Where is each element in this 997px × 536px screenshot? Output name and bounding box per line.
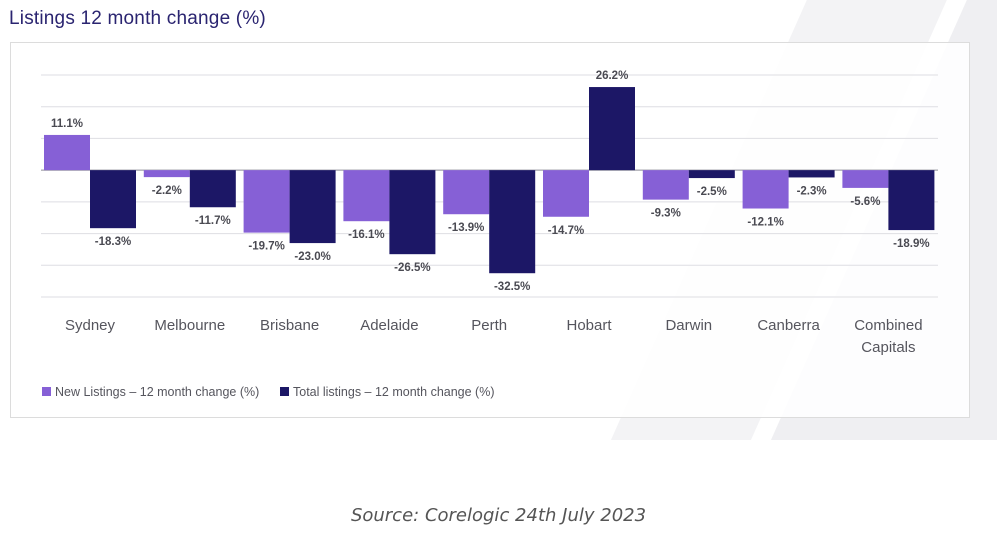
data-label: -19.7% [248, 241, 284, 253]
bar-total-listings [189, 170, 236, 208]
bar-new-listings [443, 170, 490, 215]
category-label: Melbourne [154, 317, 225, 334]
bar-total-listings [888, 170, 935, 231]
bar-total-listings [788, 170, 835, 178]
legend-label: New Listings – 12 month change (%) [55, 385, 259, 399]
category-label: Sydney [65, 317, 116, 334]
bar-new-listings [842, 170, 889, 188]
bar-new-listings [642, 170, 689, 200]
bar-new-listings [44, 134, 90, 171]
bar-total-listings [688, 170, 735, 179]
bar-chart: 11.1% -2.2% -19.7% -16.1% -13.9% -14.7% -9.3% -… [41, 70, 938, 399]
chart-title: Listings 12 month change (%) [9, 8, 266, 29]
category-label: Adelaide [360, 317, 418, 334]
category-label: Brisbane [260, 317, 319, 334]
bar-new-listings [143, 170, 190, 178]
data-label: -13.9% [448, 222, 484, 234]
data-label: -2.2% [152, 185, 182, 197]
legend-swatch [42, 387, 51, 396]
source-caption: Source: Corelogic 24th July 2023 [350, 505, 647, 526]
data-label: 11.1% [51, 118, 83, 130]
data-label: 26.2% [596, 70, 629, 82]
legend-label: Total listings – 12 month change (%) [293, 385, 495, 399]
bar-new-listings [543, 170, 589, 217]
data-label: -26.5% [394, 262, 430, 274]
bar-new-listings [343, 170, 390, 222]
data-label: -23.0% [294, 251, 330, 263]
bar-new-listings [243, 170, 290, 233]
data-label: -9.3% [651, 208, 681, 220]
category-label: Hobart [566, 317, 612, 334]
data-label: -2.5% [697, 186, 727, 198]
bar-total-listings [389, 170, 436, 255]
category-label: Combined [854, 317, 922, 334]
data-label: -18.3% [95, 236, 131, 248]
category-label: Canberra [757, 317, 820, 334]
bar-total-listings [589, 87, 635, 171]
category-label: Capitals [861, 339, 915, 356]
data-label: -14.7% [548, 225, 584, 237]
bar-new-listings [742, 170, 789, 209]
data-label: -16.1% [348, 229, 384, 241]
category-label: Perth [471, 317, 507, 334]
data-label: -18.9% [893, 238, 929, 250]
bar-total-listings [289, 170, 336, 244]
data-label: -32.5% [494, 281, 530, 293]
data-label: -12.1% [747, 217, 783, 229]
data-label: -2.3% [797, 185, 827, 197]
data-label: -5.6% [850, 196, 880, 208]
bar-total-listings [90, 170, 136, 229]
bar-total-listings [489, 170, 536, 274]
category-label: Darwin [665, 317, 712, 334]
legend-swatch [280, 387, 289, 396]
data-label: -11.7% [195, 215, 231, 227]
